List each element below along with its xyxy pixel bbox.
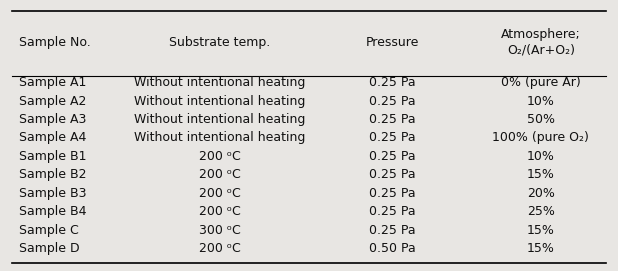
Text: 0.25 Pa: 0.25 Pa (369, 168, 416, 181)
Text: 0.25 Pa: 0.25 Pa (369, 205, 416, 218)
Text: 50%: 50% (527, 113, 555, 126)
Text: 10%: 10% (527, 95, 555, 108)
Text: 200 ᵒC: 200 ᵒC (198, 205, 240, 218)
Text: Atmosphere;
O₂/(Ar+O₂): Atmosphere; O₂/(Ar+O₂) (501, 28, 581, 56)
Text: Sample A2: Sample A2 (19, 95, 86, 108)
Text: Pressure: Pressure (366, 36, 419, 49)
Text: Sample B3: Sample B3 (19, 187, 86, 200)
Text: Sample No.: Sample No. (19, 36, 90, 49)
Text: 0.50 Pa: 0.50 Pa (369, 242, 416, 255)
Text: Sample D: Sample D (19, 242, 79, 255)
Text: 0.25 Pa: 0.25 Pa (369, 113, 416, 126)
Text: 0% (pure Ar): 0% (pure Ar) (501, 76, 581, 89)
Text: 300 ᵒC: 300 ᵒC (198, 224, 240, 237)
Text: Sample A3: Sample A3 (19, 113, 86, 126)
Text: 100% (pure O₂): 100% (pure O₂) (493, 131, 589, 144)
Text: Without intentional heating: Without intentional heating (133, 95, 305, 108)
Text: Sample A4: Sample A4 (19, 131, 86, 144)
Text: 15%: 15% (527, 168, 555, 181)
Text: 25%: 25% (527, 205, 555, 218)
Text: Without intentional heating: Without intentional heating (133, 131, 305, 144)
Text: 200 ᵒC: 200 ᵒC (198, 187, 240, 200)
Text: 15%: 15% (527, 242, 555, 255)
Text: Sample B1: Sample B1 (19, 150, 86, 163)
Text: 0.25 Pa: 0.25 Pa (369, 187, 416, 200)
Text: Sample C: Sample C (19, 224, 78, 237)
Text: 0.25 Pa: 0.25 Pa (369, 150, 416, 163)
Text: Without intentional heating: Without intentional heating (133, 76, 305, 89)
Text: 0.25 Pa: 0.25 Pa (369, 95, 416, 108)
Text: Sample B4: Sample B4 (19, 205, 86, 218)
Text: 0.25 Pa: 0.25 Pa (369, 131, 416, 144)
Text: Without intentional heating: Without intentional heating (133, 113, 305, 126)
Text: Substrate temp.: Substrate temp. (169, 36, 270, 49)
Text: 20%: 20% (527, 187, 555, 200)
Text: 10%: 10% (527, 150, 555, 163)
Text: 15%: 15% (527, 224, 555, 237)
Text: 200 ᵒC: 200 ᵒC (198, 242, 240, 255)
Text: Sample B2: Sample B2 (19, 168, 86, 181)
Text: Sample A1: Sample A1 (19, 76, 86, 89)
Text: 200 ᵒC: 200 ᵒC (198, 150, 240, 163)
Text: 0.25 Pa: 0.25 Pa (369, 224, 416, 237)
Text: 0.25 Pa: 0.25 Pa (369, 76, 416, 89)
Text: 200 ᵒC: 200 ᵒC (198, 168, 240, 181)
